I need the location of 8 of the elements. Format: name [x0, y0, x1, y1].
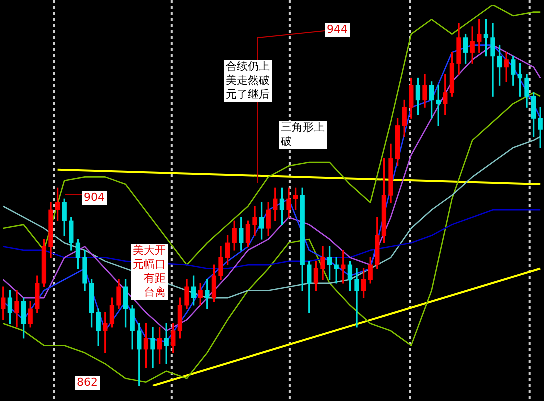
- annotation: 三角形上破: [281, 121, 325, 149]
- annotation: 美大开元幅口有距台离: [133, 244, 166, 300]
- annotation: 862: [77, 376, 98, 390]
- candlestick: [490, 22, 496, 97]
- annotation: 944: [327, 23, 348, 37]
- annotation: 904: [84, 191, 105, 205]
- candlestick: [354, 268, 360, 328]
- annotation: 合续仍上美走然破元了继后: [226, 60, 270, 102]
